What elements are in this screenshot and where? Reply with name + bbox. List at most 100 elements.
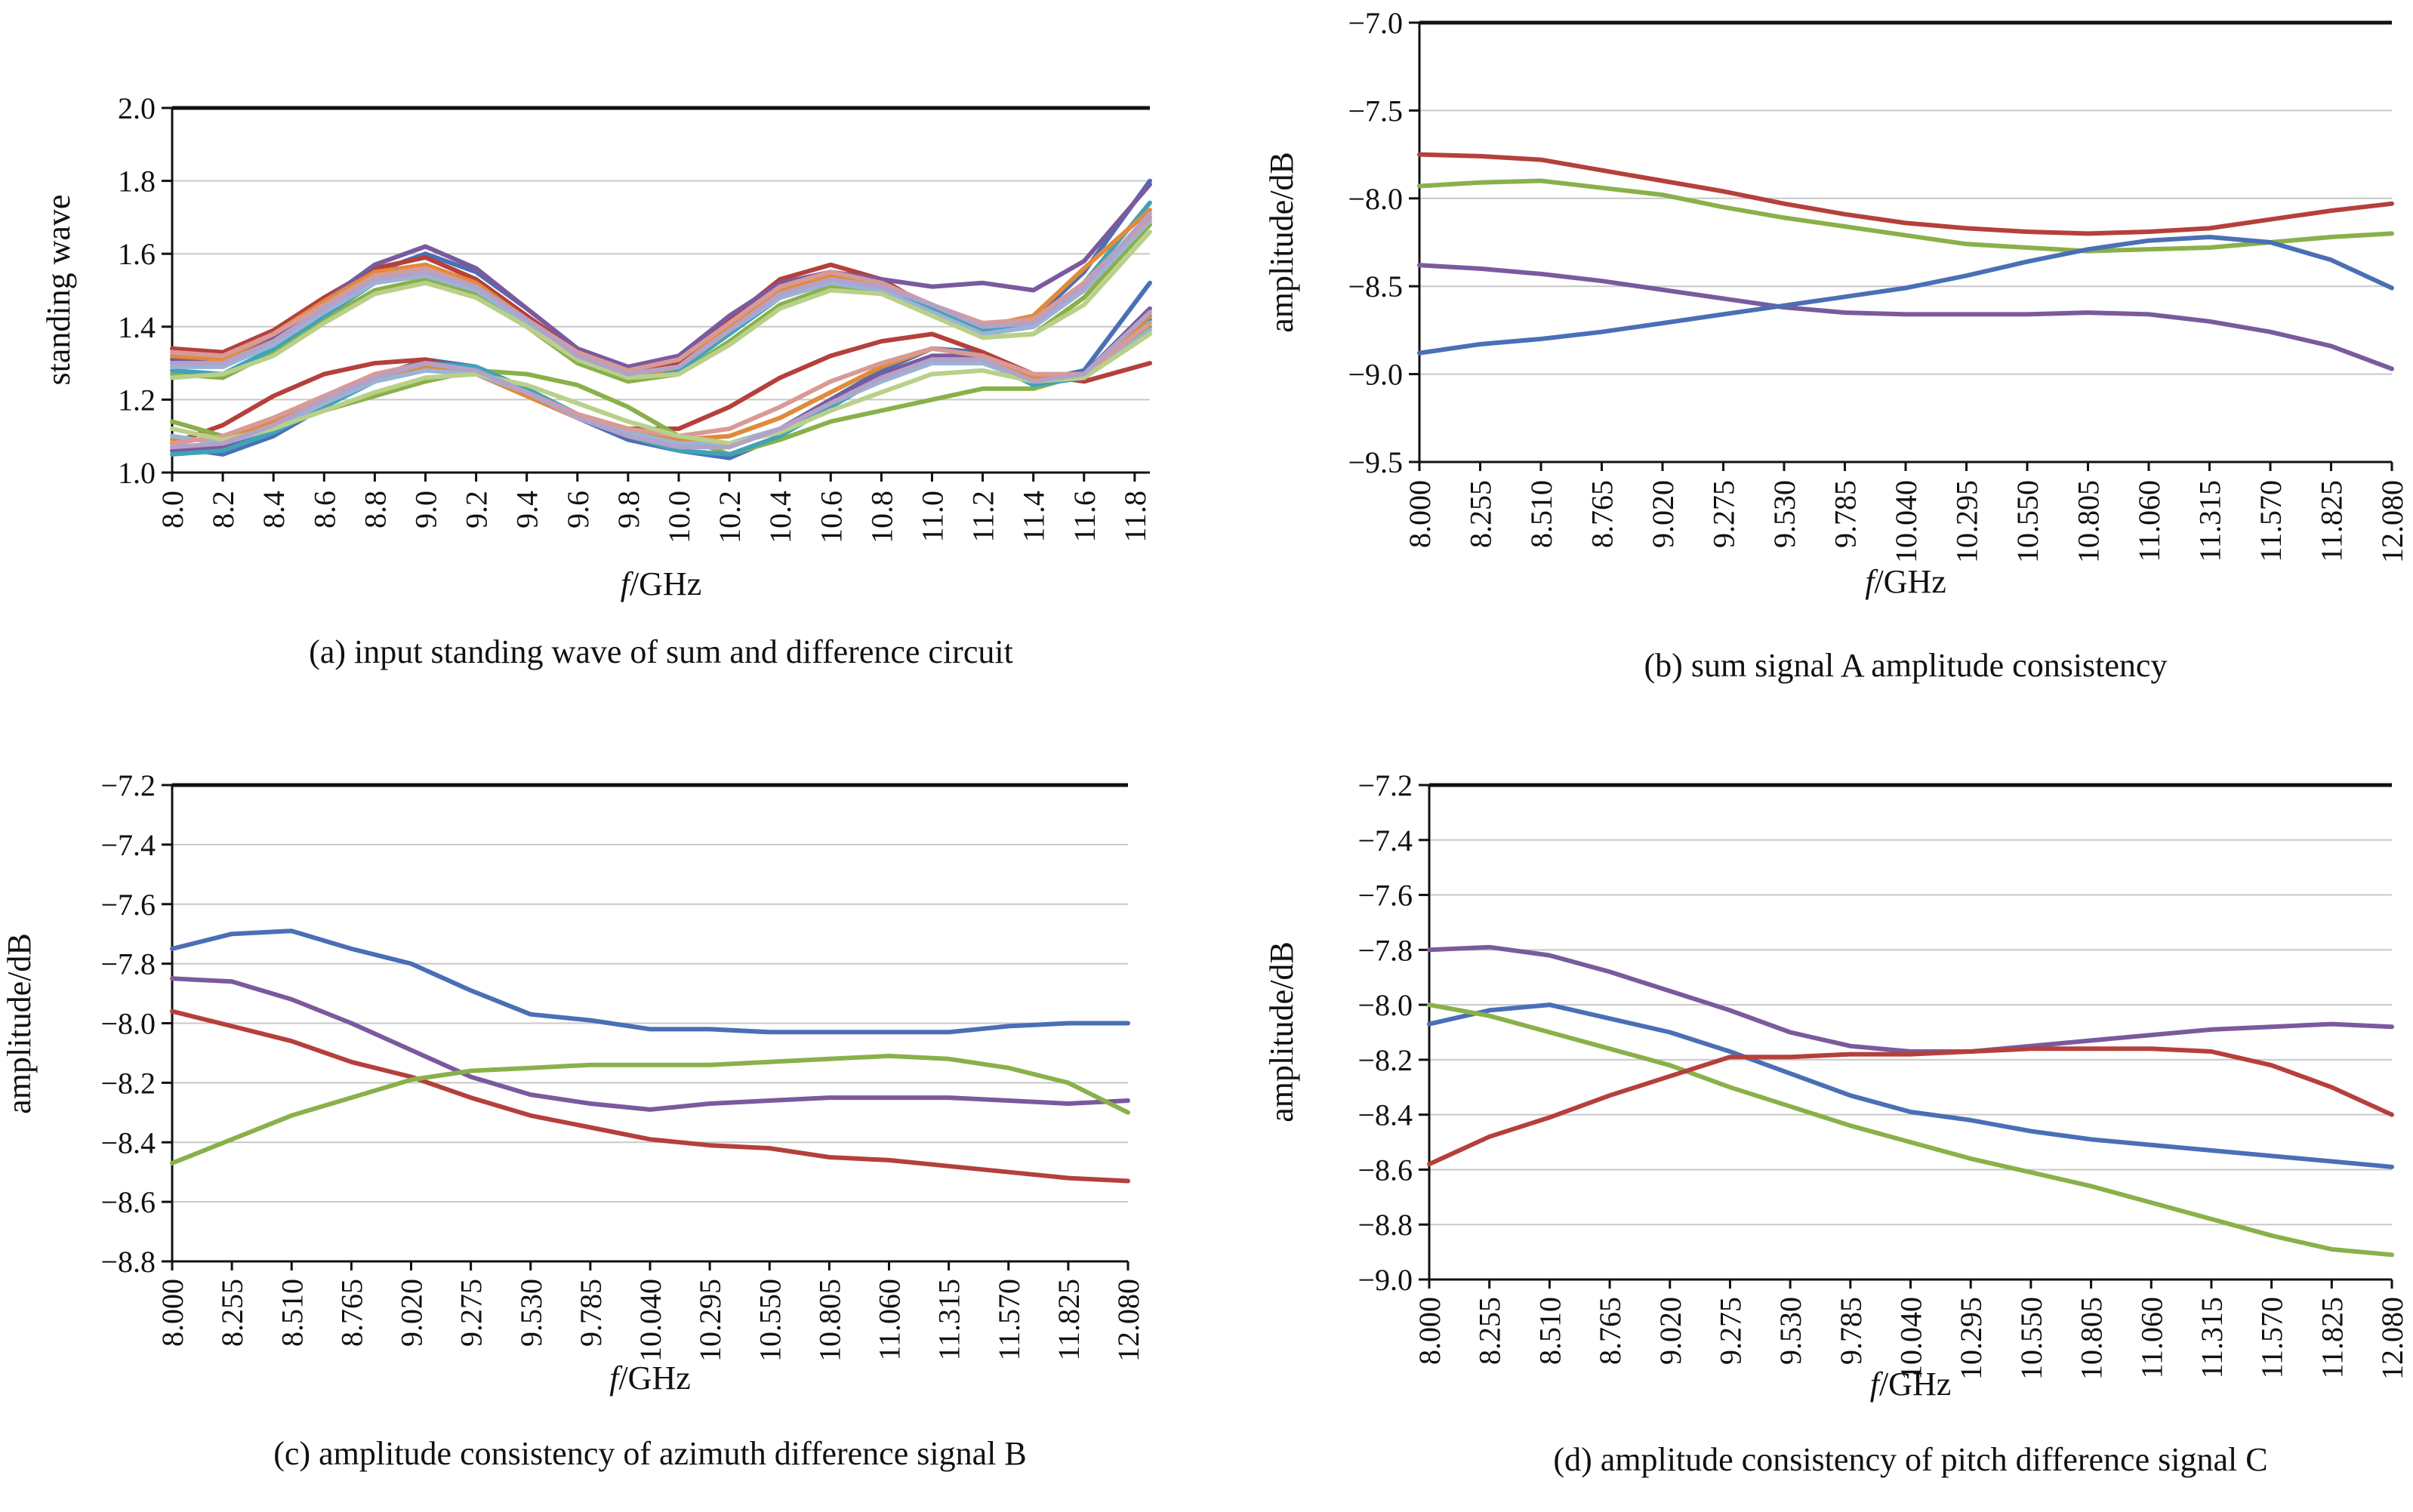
chart-caption: (b) sum signal A amplitude consistency: [1644, 647, 2168, 684]
y-tick-label: −9.5: [1348, 445, 1403, 479]
y-tick-label: −8.0: [1348, 182, 1403, 216]
y-tick-label: −8.6: [1358, 1153, 1413, 1187]
x-tick-label: 11.060: [2134, 1297, 2168, 1379]
y-tick-label: −8.0: [1358, 988, 1413, 1022]
chart-c: −8.8 −8.6 −8.4 −8.2 −8.0 −7.8 −7.6 −7.4 −7.2 8.00…: [1, 768, 1145, 1472]
series-line: [170, 200, 1152, 380]
x-tick-label: 8.765: [334, 1279, 368, 1347]
x-axis-title: f/GHz: [621, 565, 702, 602]
x-tick-label: 10.550: [753, 1279, 787, 1362]
y-tick-label: 2.0: [118, 91, 156, 125]
y-tick-label: −8.4: [100, 1126, 156, 1159]
y-tick-label: −9.0: [1358, 1263, 1413, 1297]
y-tick-label: −7.0: [1348, 6, 1403, 40]
x-tick-label: 8.4: [257, 491, 291, 528]
x-tick-label: 10.805: [2072, 480, 2106, 563]
x-tick-label: 10.295: [693, 1279, 727, 1362]
x-tick-label: 11.570: [992, 1279, 1026, 1361]
series-line: [1427, 944, 2394, 1054]
chart-caption: (a) input standing wave of sum and diffe…: [309, 633, 1013, 670]
x-tick-label: 9.4: [510, 491, 544, 528]
x-tick-label: 9.530: [1767, 480, 1801, 548]
x-tick-label: 9.2: [460, 491, 494, 528]
y-tick-label: 1.2: [118, 383, 156, 417]
series-line: [170, 928, 1130, 1035]
x-tick-label: 10.040: [1889, 480, 1923, 563]
y-tick-label: −7.4: [100, 828, 156, 862]
x-axis-title: f/GHz: [609, 1360, 691, 1397]
x-tick-label: 9.0: [408, 491, 442, 528]
chart-caption: (c) amplitude consistency of azimuth dif…: [273, 1435, 1026, 1472]
x-axis-title-unit: /GHz: [1879, 1366, 1951, 1403]
x-tick-label: 8.6: [307, 491, 341, 528]
x-tick-label: 11.060: [2132, 480, 2166, 562]
y-tick-label: −7.5: [1348, 94, 1403, 128]
y-tick-label: −7.2: [1358, 768, 1413, 802]
x-tick-label: 9.275: [455, 1279, 488, 1347]
x-tick-label: 10.040: [633, 1279, 667, 1362]
series-line: [170, 328, 1152, 446]
x-tick-label: 10.040: [1894, 1297, 1928, 1380]
x-tick-label: 11.825: [2315, 1297, 2349, 1379]
x-tick-label: 11.825: [1052, 1279, 1086, 1361]
x-tick-label: 8.510: [1524, 480, 1558, 548]
series-line: [1417, 263, 2394, 371]
x-axis-title-unit: /GHz: [1874, 563, 1946, 600]
x-tick-label: 12.080: [2375, 480, 2409, 563]
x-tick-label: 11.315: [2195, 1297, 2229, 1379]
y-tick-label: −7.4: [1358, 824, 1413, 858]
series-line: [170, 1009, 1130, 1184]
x-axis-title-unit: /GHz: [630, 565, 701, 602]
y-tick-label: 1.4: [118, 310, 156, 344]
x-tick-label: 11.2: [966, 491, 1000, 543]
x-tick-label: 9.020: [1646, 480, 1680, 548]
series-line: [170, 309, 1152, 450]
x-tick-label: 11.4: [1017, 491, 1051, 543]
y-tick-label: 1.0: [118, 456, 156, 490]
y-axis-title: amplitude/dB: [1, 933, 38, 1114]
x-tick-label: 11.825: [2315, 480, 2349, 562]
x-tick-label: 8.255: [1473, 1297, 1507, 1365]
y-tick-label: 1.8: [118, 165, 156, 199]
series-line: [170, 1053, 1130, 1166]
y-tick-label: −8.5: [1348, 269, 1403, 303]
y-axis-title: amplitude/dB: [1263, 152, 1300, 333]
x-tick-label: 12.080: [2375, 1297, 2409, 1380]
series-line: [170, 321, 1152, 446]
x-tick-label: 10.295: [1954, 1297, 1988, 1380]
x-tick-label: 8.000: [1403, 480, 1437, 548]
x-tick-label: 9.275: [1713, 1297, 1747, 1365]
x-tick-label: 10.4: [763, 491, 797, 544]
chart-d: −9.0 −8.8 −8.6 −8.4 −8.2 −8.0 −7.8 −7.6 −7.4 −7.2…: [1263, 768, 2409, 1478]
x-tick-label: 10.8: [864, 491, 898, 544]
x-tick-label: 9.020: [1653, 1297, 1687, 1365]
series-line: [1417, 152, 2394, 236]
x-tick-label: 11.6: [1068, 491, 1102, 543]
series-line: [170, 976, 1130, 1112]
x-tick-label: 11.315: [2193, 480, 2227, 562]
series-line: [1417, 235, 2394, 356]
series-line: [170, 178, 1152, 373]
x-axis-title-unit: /GHz: [618, 1360, 690, 1397]
series-line: [1427, 1046, 2394, 1167]
x-tick-label: 9.020: [395, 1279, 429, 1347]
y-tick-label: −7.8: [100, 947, 156, 981]
x-tick-label: 8.000: [156, 1279, 190, 1347]
y-tick-label: −7.6: [1358, 879, 1413, 913]
x-tick-label: 8.2: [206, 491, 240, 528]
series-line: [170, 182, 1152, 369]
x-tick-label: 9.275: [1707, 480, 1741, 548]
x-tick-label: 11.315: [932, 1279, 966, 1361]
y-tick-label: −7.2: [100, 768, 156, 802]
y-tick-label: −7.8: [1358, 933, 1413, 967]
x-tick-label: 8.255: [1464, 480, 1498, 548]
x-tick-label: 10.550: [2014, 1297, 2048, 1380]
x-tick-label: 11.0: [915, 491, 949, 543]
x-tick-label: 8.765: [1593, 1297, 1627, 1365]
y-tick-label: −8.6: [100, 1185, 156, 1219]
x-tick-label: 10.295: [1950, 480, 1984, 563]
y-tick-label: −8.2: [1358, 1043, 1413, 1077]
series-line: [170, 331, 1152, 446]
x-tick-label: 10.805: [2075, 1297, 2109, 1380]
x-tick-label: 11.060: [873, 1279, 907, 1361]
